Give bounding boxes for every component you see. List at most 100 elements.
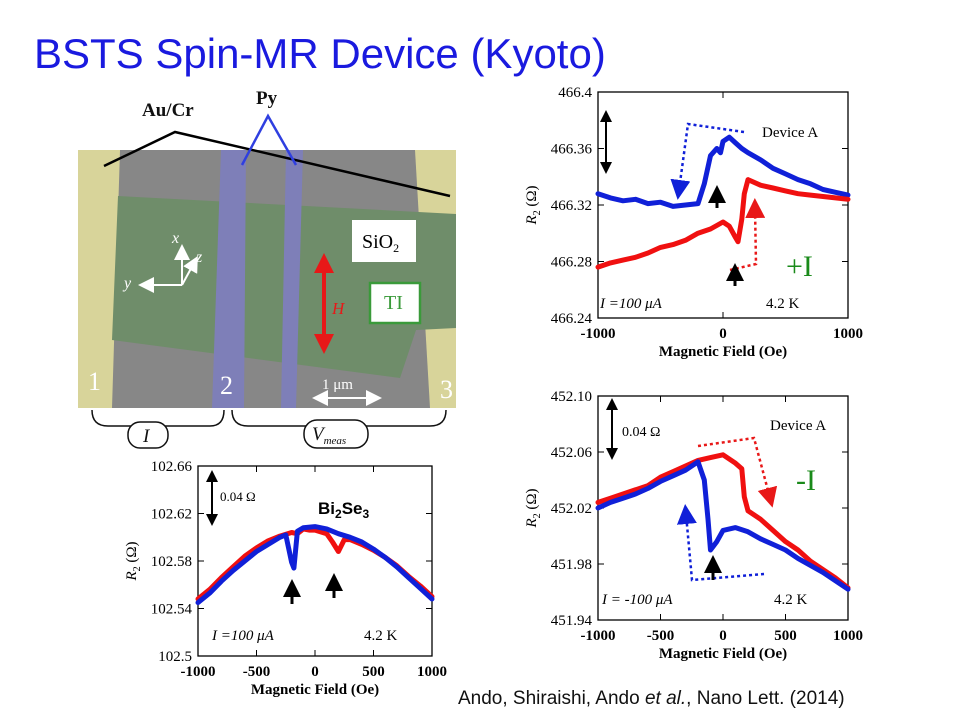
data-point <box>797 557 799 560</box>
data-point <box>220 580 223 582</box>
terminal-2: 2 <box>220 371 233 400</box>
data-point <box>314 529 316 531</box>
temperature-annotation: 4.2 K <box>364 628 398 644</box>
data-point <box>290 561 293 563</box>
axis-z-label: z <box>195 249 203 266</box>
x-tick-label: 500 <box>362 664 385 680</box>
data-point <box>722 140 724 143</box>
data-point <box>337 550 340 553</box>
device-micrograph: x y z SiO2 TI H 1 μm 1 2 3 <box>78 113 456 408</box>
data-point <box>431 598 433 600</box>
data-point <box>847 198 849 201</box>
x-tick-label: -1000 <box>581 628 616 644</box>
data-point <box>747 510 749 512</box>
sweep-arrow-red <box>697 436 778 508</box>
data-point <box>759 518 762 520</box>
data-point <box>747 151 749 154</box>
y-tick-label: 466.32 <box>551 198 592 214</box>
data-point <box>302 526 305 529</box>
current-label-box <box>127 421 169 449</box>
contact-left <box>78 150 120 408</box>
sign-label: -I <box>796 464 816 497</box>
ti-label: TI <box>384 292 403 314</box>
x-tick-label: 500 <box>774 628 797 644</box>
series-line-1 <box>595 134 851 209</box>
data-point <box>697 202 699 205</box>
series-line-2 <box>195 524 435 606</box>
data-point <box>296 530 299 533</box>
data-point <box>784 190 787 192</box>
data-point <box>279 536 281 539</box>
data-point <box>709 456 712 459</box>
data-point <box>255 550 258 553</box>
py-label: Py <box>256 88 278 109</box>
x-tick-label: -1000 <box>581 326 616 342</box>
data-point <box>759 184 762 187</box>
data-point <box>809 560 812 562</box>
x-tick-label: 1000 <box>417 664 447 680</box>
chart-background <box>510 384 875 668</box>
data-point <box>659 480 662 483</box>
data-point <box>772 167 774 170</box>
data-point <box>267 543 270 546</box>
data-point <box>634 256 637 259</box>
data-point <box>734 142 737 144</box>
data-point <box>715 540 718 543</box>
y-tick-label: 466.28 <box>551 255 592 271</box>
data-point <box>809 194 812 196</box>
data-point <box>722 529 724 532</box>
data-point <box>734 526 737 529</box>
device-label: Device A <box>762 125 818 141</box>
data-point <box>747 531 749 533</box>
axis-y-label: y <box>122 275 132 292</box>
data-point <box>728 136 731 138</box>
data-point <box>719 151 722 154</box>
y-tick-label: 452.02 <box>551 501 592 517</box>
sign-label: +I <box>786 250 813 283</box>
axis-x-label: x <box>171 230 179 247</box>
data-point <box>759 538 762 540</box>
device-label: Device A <box>770 418 826 434</box>
x-tick-label: -500 <box>243 664 271 680</box>
data-point <box>597 192 599 195</box>
sio2-box <box>352 220 416 262</box>
data-point <box>728 225 731 227</box>
data-point <box>672 205 674 208</box>
temperature-annotation: 4.2 K <box>774 592 808 608</box>
data-point <box>361 541 363 543</box>
y-axis-label: R2 (Ω) <box>524 488 543 528</box>
y-tick-label: 466.24 <box>551 311 593 327</box>
data-point <box>208 592 211 594</box>
data-point <box>772 543 774 546</box>
data-point <box>715 147 718 150</box>
voltage-label-box <box>303 419 369 449</box>
data-point <box>622 199 624 202</box>
data-point <box>634 489 637 491</box>
slide-title: BSTS Spin-MR Device (Kyoto) <box>34 30 606 77</box>
x-tick-label: 0 <box>719 326 727 342</box>
data-point <box>597 266 599 268</box>
voltage-label: Vmeas <box>312 424 346 447</box>
data-point <box>672 243 674 246</box>
chart-minus-i: 451.94 451.98 452.02 452.06 452.10 -1000 -500 0… <box>510 384 875 668</box>
data-point <box>684 239 687 242</box>
y-tick-label: 102.62 <box>151 507 192 523</box>
py-electrode-right <box>281 150 303 408</box>
data-point <box>703 183 706 185</box>
data-point <box>197 601 199 604</box>
sweep-arrow-blue <box>676 504 765 582</box>
data-point <box>267 540 270 542</box>
data-point <box>809 183 812 185</box>
data-point <box>634 198 637 201</box>
data-point <box>743 496 746 498</box>
data-point <box>609 501 612 504</box>
data-point <box>647 252 649 254</box>
data-point <box>684 204 687 206</box>
data-point <box>834 580 837 582</box>
current-annotation: I = -100 μA <box>601 592 673 608</box>
data-point <box>822 188 824 191</box>
data-point <box>834 191 837 194</box>
data-point <box>308 529 310 531</box>
data-point <box>597 501 599 504</box>
